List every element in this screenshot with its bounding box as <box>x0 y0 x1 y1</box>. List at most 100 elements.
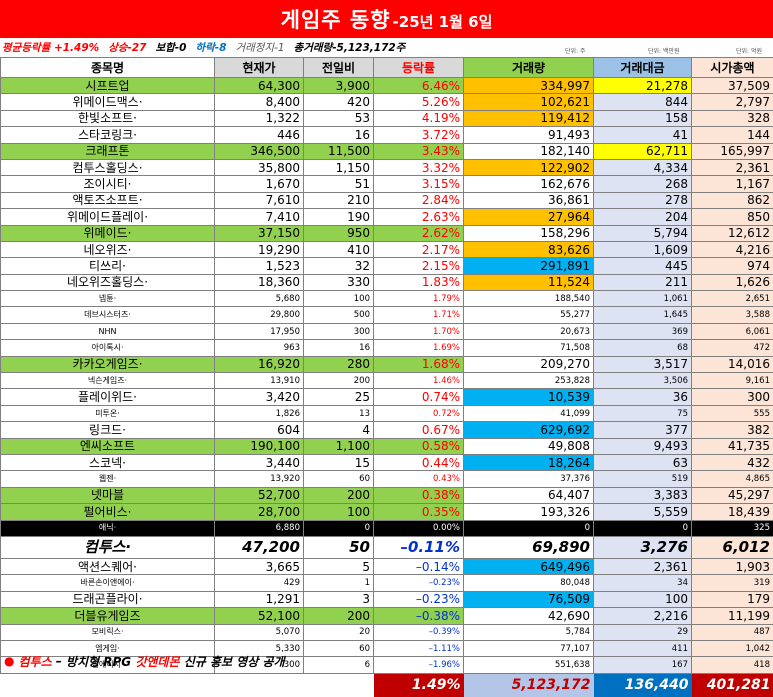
cell-change: 15 <box>304 454 374 470</box>
cell-amt: 1,609 <box>594 241 692 257</box>
cell-price: 35,800 <box>215 159 304 175</box>
cell-name: 아이톡시· <box>1 340 215 356</box>
cell-rate: –0.23% <box>374 575 464 591</box>
cell-price: 37,150 <box>215 225 304 241</box>
cell-change: 5 <box>304 558 374 574</box>
cell-cap: 11,199 <box>692 608 773 624</box>
cell-price: 29,800 <box>215 307 304 323</box>
cell-change: 420 <box>304 94 374 110</box>
cell-change: 190 <box>304 209 374 225</box>
cell-cap: 1,903 <box>692 558 773 574</box>
cell-name: 티쓰리· <box>1 258 215 274</box>
cell-vol: 629,692 <box>464 422 594 438</box>
cell-rate: 1.46% <box>374 373 464 389</box>
cell-price: 13,910 <box>215 373 304 389</box>
cell-rate: 4.19% <box>374 110 464 126</box>
cell-cap: 487 <box>692 624 773 640</box>
cell-vol: 49,808 <box>464 438 594 454</box>
cell-price: 18,360 <box>215 274 304 290</box>
cell-name: 크래프톤 <box>1 143 215 159</box>
news-highlight: 갓앤데몬 <box>135 653 179 670</box>
cell-price: 16,920 <box>215 356 304 372</box>
cell-amt: 445 <box>594 258 692 274</box>
header-cap: 시가총액 <box>692 58 773 78</box>
cell-vol: 37,376 <box>464 471 594 487</box>
header-name: 종목명 <box>1 58 215 78</box>
cell-rate: 0.38% <box>374 487 464 503</box>
table-header: 종목명 현재가 전일비 등락률 거래량 거래대금 시가총액 <box>1 58 773 78</box>
cell-name: 한빛소프트· <box>1 110 215 126</box>
cell-change: 20 <box>304 624 374 640</box>
cell-amt: 29 <box>594 624 692 640</box>
cell-name: 애닉· <box>1 520 215 536</box>
cell-rate: 0.43% <box>374 471 464 487</box>
total-vol: 5,123,172 <box>464 673 594 697</box>
cell-price: 8,400 <box>215 94 304 110</box>
cell-price: 3,420 <box>215 389 304 405</box>
cell-change: 200 <box>304 487 374 503</box>
cell-rate: –0.39% <box>374 624 464 640</box>
cell-vol: 5,784 <box>464 624 594 640</box>
cell-rate: 1.71% <box>374 307 464 323</box>
cell-name: NHN <box>1 323 215 339</box>
cell-cap: 45,297 <box>692 487 773 503</box>
cell-rate: –0.38% <box>374 608 464 624</box>
cell-rate: 3.72% <box>374 127 464 143</box>
summary-up: 상승-27 <box>108 40 146 55</box>
cell-amt: 519 <box>594 471 692 487</box>
cell-rate: 1.70% <box>374 323 464 339</box>
cell-price: 1,670 <box>215 176 304 192</box>
cell-rate: –0.14% <box>374 558 464 574</box>
cell-vol: 18,264 <box>464 454 594 470</box>
cell-price: 963 <box>215 340 304 356</box>
news-sep: – <box>52 654 66 668</box>
cell-vol: 291,891 <box>464 258 594 274</box>
cell-amt: 1,645 <box>594 307 692 323</box>
news-company: 컴투스 <box>18 653 51 670</box>
cell-change: 410 <box>304 241 374 257</box>
cell-price: 429 <box>215 575 304 591</box>
cell-name: 모비릭스· <box>1 624 215 640</box>
cell-amt: 4,334 <box>594 159 692 175</box>
cell-rate: 3.32% <box>374 159 464 175</box>
cell-amt: 1,061 <box>594 291 692 307</box>
total-cap: 401,281 <box>692 673 773 697</box>
cell-vol: 193,326 <box>464 504 594 520</box>
total-blank-2 <box>215 673 304 697</box>
cell-price: 346,500 <box>215 143 304 159</box>
cell-rate: 3.43% <box>374 143 464 159</box>
news-text2: 신규 홍보 영상 공개 <box>180 653 285 670</box>
cell-rate: –0.23% <box>374 591 464 607</box>
cell-rate: 0.35% <box>374 504 464 520</box>
cell-amt: 268 <box>594 176 692 192</box>
cell-amt: 3,276 <box>594 536 692 558</box>
cell-rate: 0.58% <box>374 438 464 454</box>
cell-name: 더블유게임즈 <box>1 608 215 624</box>
cell-rate: 2.63% <box>374 209 464 225</box>
cell-amt: 41 <box>594 127 692 143</box>
cell-change: 11,500 <box>304 143 374 159</box>
cell-amt: 204 <box>594 209 692 225</box>
cell-vol: 20,673 <box>464 323 594 339</box>
news-text1: 방치형 RPG <box>66 653 135 670</box>
cell-vol: 80,048 <box>464 575 594 591</box>
cell-vol: 162,676 <box>464 176 594 192</box>
cell-vol: 83,626 <box>464 241 594 257</box>
cell-vol: 209,270 <box>464 356 594 372</box>
